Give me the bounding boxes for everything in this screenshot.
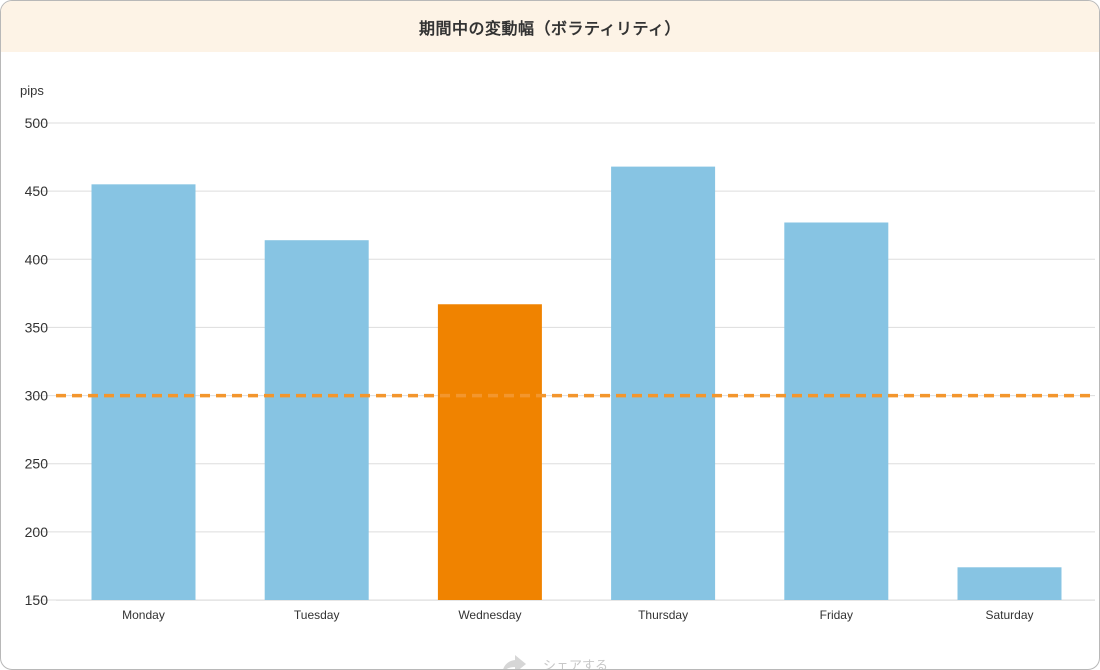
y-tick-label: 500 [25, 115, 49, 131]
share-icon [503, 655, 526, 669]
x-tick-label: Friday [820, 608, 853, 622]
bar-monday [91, 184, 196, 601]
share-label: シェアする [543, 658, 609, 670]
bar-saturday [957, 567, 1062, 600]
x-tick-label: Tuesday [294, 608, 340, 622]
y-tick-label: 350 [25, 319, 49, 335]
bar-tuesday [264, 240, 369, 600]
bar-wednesday [437, 304, 542, 600]
y-tick-label: 200 [25, 524, 49, 540]
x-tick-label: Wednesday [458, 608, 521, 622]
y-tick-labels: 500 450 400 350 300 250 200 150 [25, 115, 49, 608]
chart-title: 期間中の変動幅（ボラティリティ） [418, 18, 682, 38]
x-tick-label: Saturday [985, 608, 1033, 622]
card-header: 期間中の変動幅（ボラティリティ） [1, 1, 1099, 52]
share-button[interactable]: シェアする [501, 653, 609, 670]
y-tick-label: 450 [25, 183, 49, 199]
grid-lines [29, 122, 1095, 601]
bar-thursday [611, 166, 716, 600]
y-tick-label: 300 [25, 388, 49, 404]
y-tick-label: 150 [25, 592, 49, 608]
x-tick-labels: Monday Tuesday Wednesday Thursday Friday Satu… [122, 608, 1033, 622]
x-tick-label: Monday [122, 608, 165, 622]
y-axis-unit-label: pips [20, 83, 44, 98]
x-tick-label: Thursday [638, 608, 688, 622]
y-tick-label: 250 [25, 456, 49, 472]
y-tick-label: 400 [25, 251, 49, 267]
bar-friday [784, 222, 889, 600]
bars [91, 166, 1062, 601]
